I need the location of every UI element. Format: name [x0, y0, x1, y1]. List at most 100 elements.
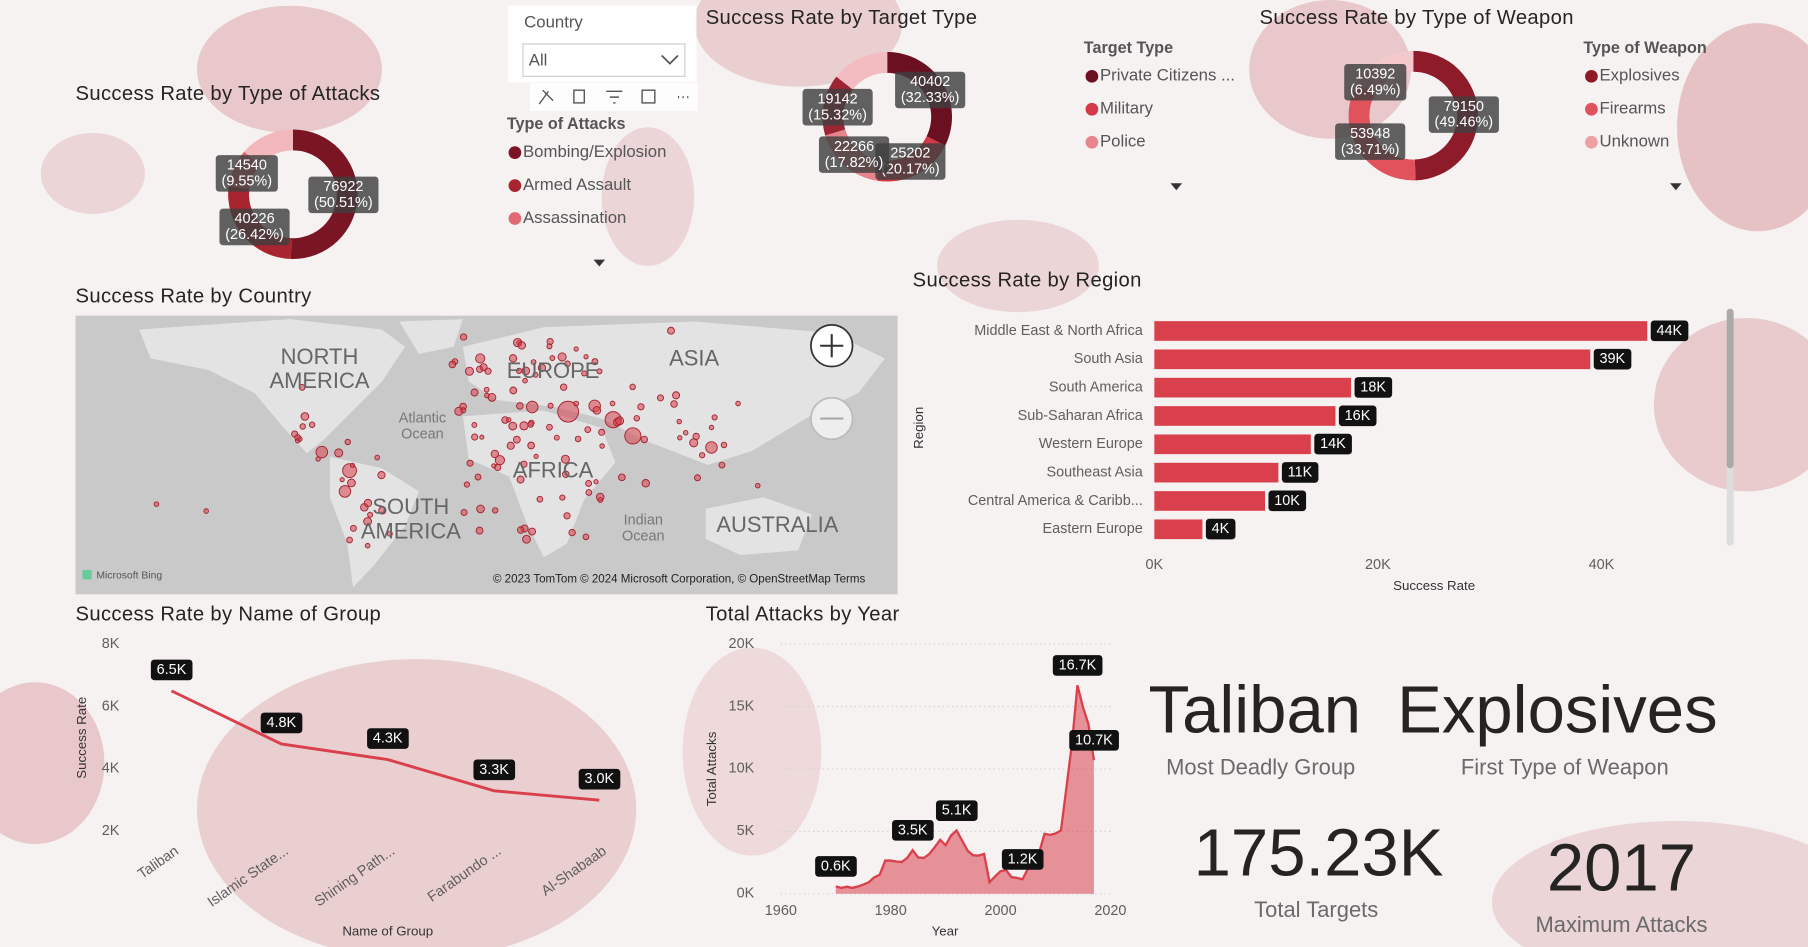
label-bg — [367, 728, 409, 749]
map-bubble — [297, 436, 303, 442]
map-bubble — [508, 421, 518, 431]
label-bg — [1428, 96, 1499, 133]
map-bubble — [546, 423, 553, 431]
map-bubble — [460, 508, 468, 516]
data-label: 10.7K — [1069, 730, 1119, 751]
map-bubble — [537, 363, 547, 372]
map-label: NORTH AMERICA — [269, 344, 369, 393]
data-label: 39K — [1593, 348, 1632, 370]
label-bg — [1593, 348, 1632, 370]
map-bubble — [374, 454, 381, 461]
map-bubble — [547, 402, 554, 409]
map-label: EUROPE — [507, 358, 600, 383]
map-bubble — [474, 473, 482, 481]
map-bubble — [667, 326, 675, 335]
map-bubble — [291, 430, 299, 438]
data-label: 76922 (50.51%) — [308, 176, 379, 214]
label-bg — [815, 856, 857, 877]
chart-title: Success Rate by Type of Attacks — [76, 83, 381, 105]
label-bg — [1052, 655, 1103, 676]
map-bubble — [475, 526, 484, 535]
data-label-text: 16.7K — [1059, 657, 1097, 673]
label-bg — [219, 208, 290, 246]
map-bubble — [563, 512, 571, 520]
label-bg — [215, 155, 278, 192]
y-tick-label: 0K — [737, 886, 755, 902]
data-label-text: 3.0K — [584, 771, 614, 787]
y-tick-label: South America — [1049, 379, 1144, 395]
data-label-text: 22266 (17.82%) — [825, 139, 884, 171]
slicer-dropdown[interactable] — [522, 43, 686, 77]
y-tick-label: Central America & Caribb... — [968, 493, 1143, 509]
x-axis-title: Success Rate — [1393, 578, 1475, 593]
x-axis-title: Year — [932, 923, 959, 938]
map-bubble — [517, 341, 527, 350]
map-bubble — [298, 384, 306, 391]
data-label-text: 10.7K — [1075, 732, 1113, 748]
map-bubble — [599, 443, 605, 449]
map-bubble — [609, 400, 616, 407]
map-bubble — [339, 477, 345, 483]
map-bubbles — [153, 326, 761, 549]
map-bubble — [637, 403, 645, 411]
y-tick-label: South Asia — [1074, 351, 1144, 367]
map-bubble — [559, 494, 566, 501]
map-bubble — [682, 429, 689, 436]
label-bg — [892, 820, 934, 841]
map-bubble — [593, 479, 599, 485]
map-bubble — [705, 441, 718, 454]
data-label: 14540 (9.55%) — [215, 155, 278, 192]
y-tick-label: 15K — [729, 698, 755, 714]
map-bubble — [471, 422, 478, 428]
map-bubble — [562, 470, 570, 478]
map-label: AFRICA — [513, 458, 594, 483]
legend-label: Military — [1100, 99, 1154, 118]
map-bubble — [459, 333, 468, 341]
map-bubble — [641, 479, 650, 488]
chart-title: Success Rate by Target Type — [706, 7, 978, 29]
label-bg — [1069, 730, 1119, 751]
legend-title: Target Type — [1084, 39, 1173, 57]
data-label-text: 1.2K — [1008, 851, 1038, 867]
map-bubble — [629, 383, 636, 391]
map-bubble — [519, 421, 529, 431]
x-axis-title: Name of Group — [342, 923, 433, 938]
card-label: Maximum Attacks — [1535, 912, 1707, 937]
y-tick-label: 10K — [729, 761, 755, 777]
label-bg — [935, 800, 978, 821]
map-bubble — [735, 400, 741, 407]
map-bubble — [549, 355, 556, 361]
area — [835, 685, 1094, 894]
map[interactable]: NORTH AMERICA EUROPE ASIA Atlantic Ocean AFRIC… — [75, 315, 898, 595]
data-label: 79150 (49.46%) — [1428, 96, 1499, 133]
label-bg — [818, 136, 890, 173]
data-label: 0.6K — [815, 856, 857, 877]
map-bubble — [460, 407, 467, 414]
map-label: Indian Ocean — [622, 512, 665, 544]
slicer[interactable]: Country All — [507, 5, 698, 112]
data-label: 53948 (33.71%) — [1335, 123, 1406, 160]
legend-marker — [1585, 102, 1598, 116]
map-bubble — [506, 441, 515, 450]
legend-marker — [508, 179, 522, 192]
data-label-text: 16K — [1345, 408, 1371, 424]
x-tick-label: 1980 — [875, 903, 907, 919]
data-label: 3.0K — [578, 768, 621, 790]
data-label-text: 39K — [1600, 351, 1626, 367]
y-tick-label: 5K — [737, 823, 755, 839]
map-bubble — [585, 480, 593, 487]
map-bubble — [672, 391, 681, 400]
map-bubble — [517, 526, 525, 534]
legend-marker — [1085, 69, 1099, 83]
map-bubble — [522, 377, 528, 384]
map-bubble — [334, 448, 344, 458]
map-bubble — [526, 400, 539, 414]
scrollbar-thumb[interactable] — [1726, 308, 1734, 469]
zoom-controls[interactable] — [810, 324, 854, 441]
map-bubble — [346, 536, 353, 544]
map-bubble — [479, 363, 488, 372]
x-tick-label: 40K — [1589, 557, 1615, 573]
legend-marker — [1585, 69, 1598, 83]
donut-slice — [290, 129, 358, 260]
map-bubble — [363, 498, 373, 508]
